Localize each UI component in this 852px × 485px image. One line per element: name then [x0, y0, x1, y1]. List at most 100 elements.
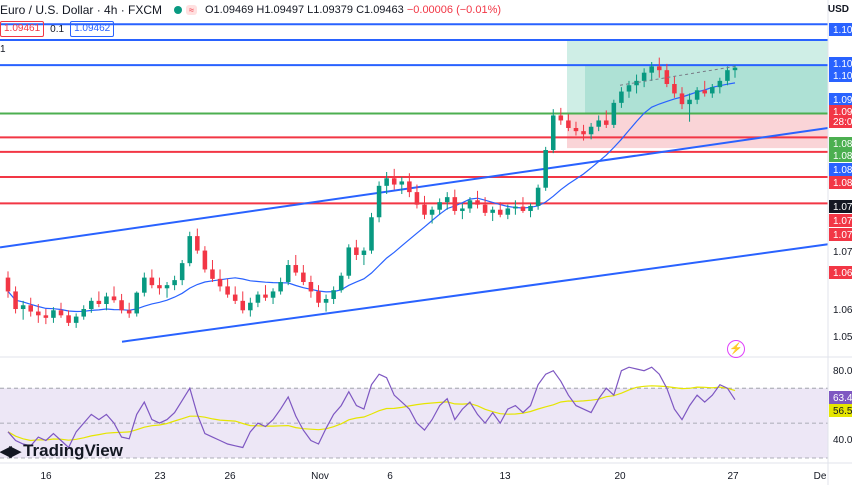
sell-price-button[interactable]: 1.09461: [0, 21, 45, 37]
x-tick-label: De: [814, 471, 827, 482]
candle-body: [179, 263, 185, 281]
price-axis-label: 28:0: [833, 117, 852, 128]
candle-body: [81, 309, 87, 317]
channel-lower-line: [121, 243, 829, 343]
candle-body: [51, 310, 56, 318]
trade-row: 1.09461 0.1 1.09462: [0, 21, 115, 37]
price-axis-label: 1.08: [833, 165, 852, 176]
candle-body: [475, 200, 480, 205]
candle-body: [164, 285, 170, 289]
compare-badge[interactable]: ≈: [186, 5, 197, 15]
candle-body: [240, 300, 246, 311]
rsi-axis-label: 80.0: [833, 366, 852, 377]
candle-body: [66, 315, 71, 323]
tradingview-logo[interactable]: ◀▶ TradingView: [0, 441, 123, 461]
x-tick-label: 27: [727, 471, 739, 482]
candle-body: [270, 291, 276, 298]
price-axis-label: 1.10: [833, 25, 852, 36]
candle-body: [581, 131, 586, 135]
rsi-axis-label: 40.0: [833, 435, 852, 446]
candle-body: [104, 296, 109, 304]
candle-body: [376, 185, 382, 218]
candle-body: [308, 282, 314, 292]
candle-body: [452, 197, 458, 211]
candle-body: [588, 126, 594, 135]
x-tick-label: Nov: [311, 471, 329, 482]
candle-body: [649, 66, 654, 73]
price-label-bg: [829, 115, 852, 128]
candle-body: [672, 84, 677, 94]
candle-body: [225, 286, 230, 295]
channel-upper-line: [0, 127, 829, 249]
candle-body: [172, 280, 177, 286]
rsi-axis-label: 56.5: [833, 406, 852, 417]
price-axis-label: 1.07: [833, 216, 852, 227]
price-label-bg: [829, 176, 852, 189]
candle-body: [702, 90, 707, 94]
candle-body: [634, 80, 639, 86]
candle-body: [316, 291, 321, 303]
candle-body: [384, 178, 389, 186]
candle-body: [293, 265, 299, 273]
candle-body: [134, 292, 140, 314]
candle-body: [603, 120, 609, 125]
candle-body: [36, 311, 41, 316]
projection-dashed-line: [619, 65, 736, 86]
price-change: −0.00006 (−0.01%): [406, 4, 502, 16]
price-axis-label: 1.07: [833, 230, 852, 241]
candle-body: [460, 208, 465, 211]
candle-body: [596, 120, 601, 127]
candle-body: [550, 115, 556, 150]
buy-price-button[interactable]: 1.09462: [70, 21, 115, 37]
candle-body: [338, 275, 344, 291]
symbol-title[interactable]: Euro / U.S. Dollar · 4h · FXCM: [0, 3, 163, 17]
rsi-label-bg: [829, 391, 852, 404]
candle-body: [619, 91, 624, 103]
candle-body: [13, 291, 18, 310]
candle-body: [58, 310, 64, 316]
candle-body: [89, 300, 94, 310]
price-label-bg: [829, 57, 852, 70]
price-label-bg: [829, 200, 852, 213]
spread-value: 0.1: [50, 23, 65, 35]
candle-body: [73, 316, 79, 323]
x-tick-label: 6: [387, 471, 393, 482]
candle-body: [5, 277, 11, 292]
candle-body: [285, 265, 291, 282]
candle-body: [482, 204, 488, 213]
price-label-bg: [829, 105, 852, 118]
rsi-axis-label: 63.4: [833, 393, 852, 404]
candle-body: [142, 277, 147, 293]
candle-body: [119, 300, 124, 311]
candle-body: [255, 294, 261, 303]
candle-body: [414, 192, 420, 205]
price-label-bg: [829, 137, 852, 150]
candle-body: [391, 178, 397, 185]
price-axis-label: 1.05: [833, 332, 852, 343]
candle-body: [566, 120, 571, 128]
candle-body: [96, 300, 102, 304]
candle-body: [535, 187, 541, 206]
candle-body: [694, 90, 700, 100]
price-axis-label: 1.09: [833, 107, 852, 118]
price-axis-label: 1.07: [833, 247, 852, 258]
x-tick-label: 16: [40, 471, 52, 482]
candle-body: [611, 102, 617, 125]
candle-body: [195, 236, 200, 251]
currency-label[interactable]: USD: [827, 4, 849, 15]
price-label-bg: [829, 149, 852, 162]
candle-body: [497, 209, 503, 215]
candle-body: [641, 72, 647, 81]
price-axis-label: 1.09: [833, 95, 852, 106]
price-axis-label: 1.08: [833, 178, 852, 189]
rsi-label-bg: [829, 404, 852, 417]
lightning-icon[interactable]: ⚡: [727, 340, 745, 358]
candle-body: [679, 93, 685, 105]
price-label-bg: [829, 23, 852, 36]
candle-body: [369, 217, 374, 251]
x-tick-label: 23: [154, 471, 166, 482]
tv-logo-text: TradingView: [23, 441, 123, 460]
price-axis-label: 1.07: [833, 202, 852, 213]
candle-body: [346, 247, 352, 276]
